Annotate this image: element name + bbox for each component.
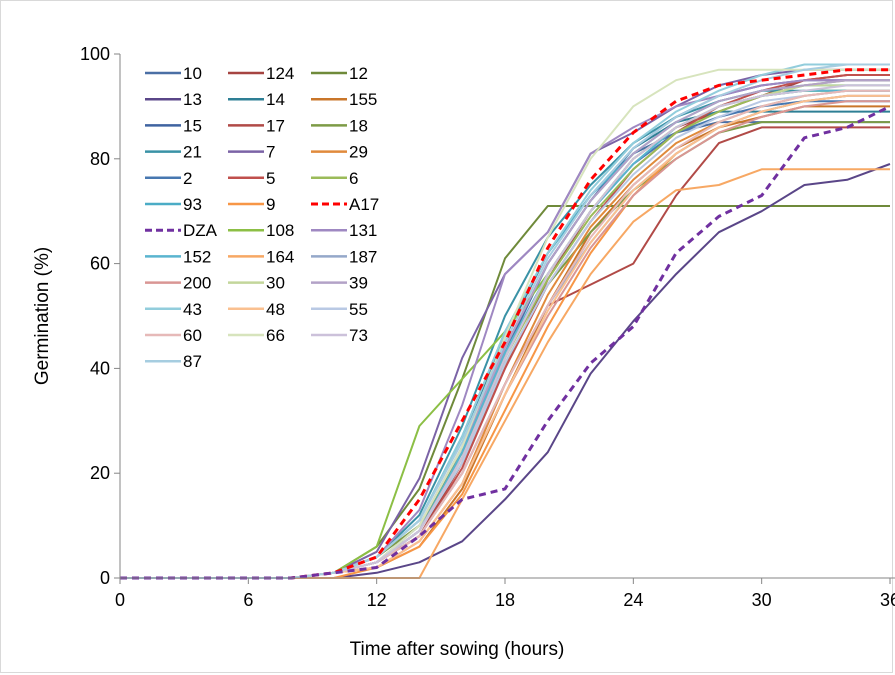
legend-label-131: 131 <box>349 221 377 240</box>
series-line-6 <box>120 79 890 579</box>
legend-label-39: 39 <box>349 274 368 293</box>
legend-label-12: 12 <box>349 64 368 83</box>
legend-label-60: 60 <box>183 326 202 345</box>
series-line-131 <box>120 79 890 579</box>
series-line-15 <box>120 79 890 579</box>
legend-label-155: 155 <box>349 90 377 109</box>
y-tick-label: 100 <box>80 44 110 64</box>
y-tick-label: 40 <box>90 358 110 378</box>
legend-label-108: 108 <box>266 221 294 240</box>
y-tick-label: 60 <box>90 254 110 274</box>
legend-label-2: 2 <box>183 169 192 188</box>
legend-label-187: 187 <box>349 247 377 266</box>
series-line-39 <box>120 79 890 579</box>
legend-label-9: 9 <box>266 195 275 214</box>
plot-area <box>120 63 891 580</box>
series-line-66 <box>120 68 890 579</box>
legend-label-87: 87 <box>183 352 202 371</box>
series-line-18 <box>120 121 890 579</box>
legend-label-93: 93 <box>183 195 202 214</box>
legend-label-164: 164 <box>266 247 294 266</box>
legend-label-6: 6 <box>349 169 358 188</box>
legend-label-13: 13 <box>183 90 202 109</box>
legend-label-DZA: DZA <box>183 221 218 240</box>
legend-label-15: 15 <box>183 116 202 135</box>
legend-label-55: 55 <box>349 300 368 319</box>
y-tick-label: 20 <box>90 463 110 483</box>
legend-label-7: 7 <box>266 143 275 162</box>
series-line-DZA <box>120 105 891 580</box>
series-line-7 <box>120 68 890 579</box>
legend-label-66: 66 <box>266 326 285 345</box>
legend-label-A17: A17 <box>349 195 379 214</box>
axes: 0 20 40 60 80 100 0 6 12 18 24 30 36 <box>80 44 895 610</box>
legend-label-73: 73 <box>349 326 368 345</box>
x-tick-label: 12 <box>367 590 387 610</box>
series-line-87 <box>120 63 890 579</box>
x-tick-label: 6 <box>243 590 253 610</box>
y-tick-label: 0 <box>100 568 110 588</box>
legend-label-30: 30 <box>266 274 285 293</box>
legend-label-43: 43 <box>183 300 202 319</box>
x-axis-title: Time after sowing (hours) <box>350 639 565 660</box>
y-tick-label: 80 <box>90 149 110 169</box>
legend-label-152: 152 <box>183 247 211 266</box>
legend-label-29: 29 <box>349 143 368 162</box>
series-line-10 <box>120 121 890 579</box>
legend-label-5: 5 <box>266 169 275 188</box>
legend-label-48: 48 <box>266 300 285 319</box>
x-tick-label: 36 <box>880 590 895 610</box>
x-tick-label: 0 <box>115 590 125 610</box>
series-line-12 <box>120 205 890 579</box>
series-line-13 <box>120 163 891 579</box>
legend-label-14: 14 <box>266 90 285 109</box>
series-line-A17 <box>120 68 890 580</box>
legend-label-124: 124 <box>266 64 294 83</box>
x-tick-label: 18 <box>495 590 515 610</box>
legend-label-200: 200 <box>183 274 211 293</box>
legend-label-17: 17 <box>266 116 285 135</box>
series-line-43 <box>120 63 890 579</box>
legend-label-21: 21 <box>183 143 202 162</box>
x-tick-label: 24 <box>623 590 643 610</box>
legend-label-10: 10 <box>183 64 202 83</box>
legend-label-18: 18 <box>349 116 368 135</box>
y-axis-title: Germination (%) <box>32 247 53 385</box>
x-tick-label: 30 <box>752 590 772 610</box>
